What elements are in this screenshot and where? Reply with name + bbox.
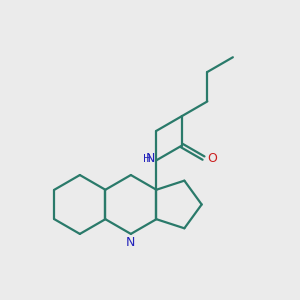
Text: H: H — [143, 154, 151, 164]
Text: N: N — [146, 152, 155, 165]
Text: N: N — [126, 236, 136, 249]
Text: O: O — [207, 152, 217, 165]
